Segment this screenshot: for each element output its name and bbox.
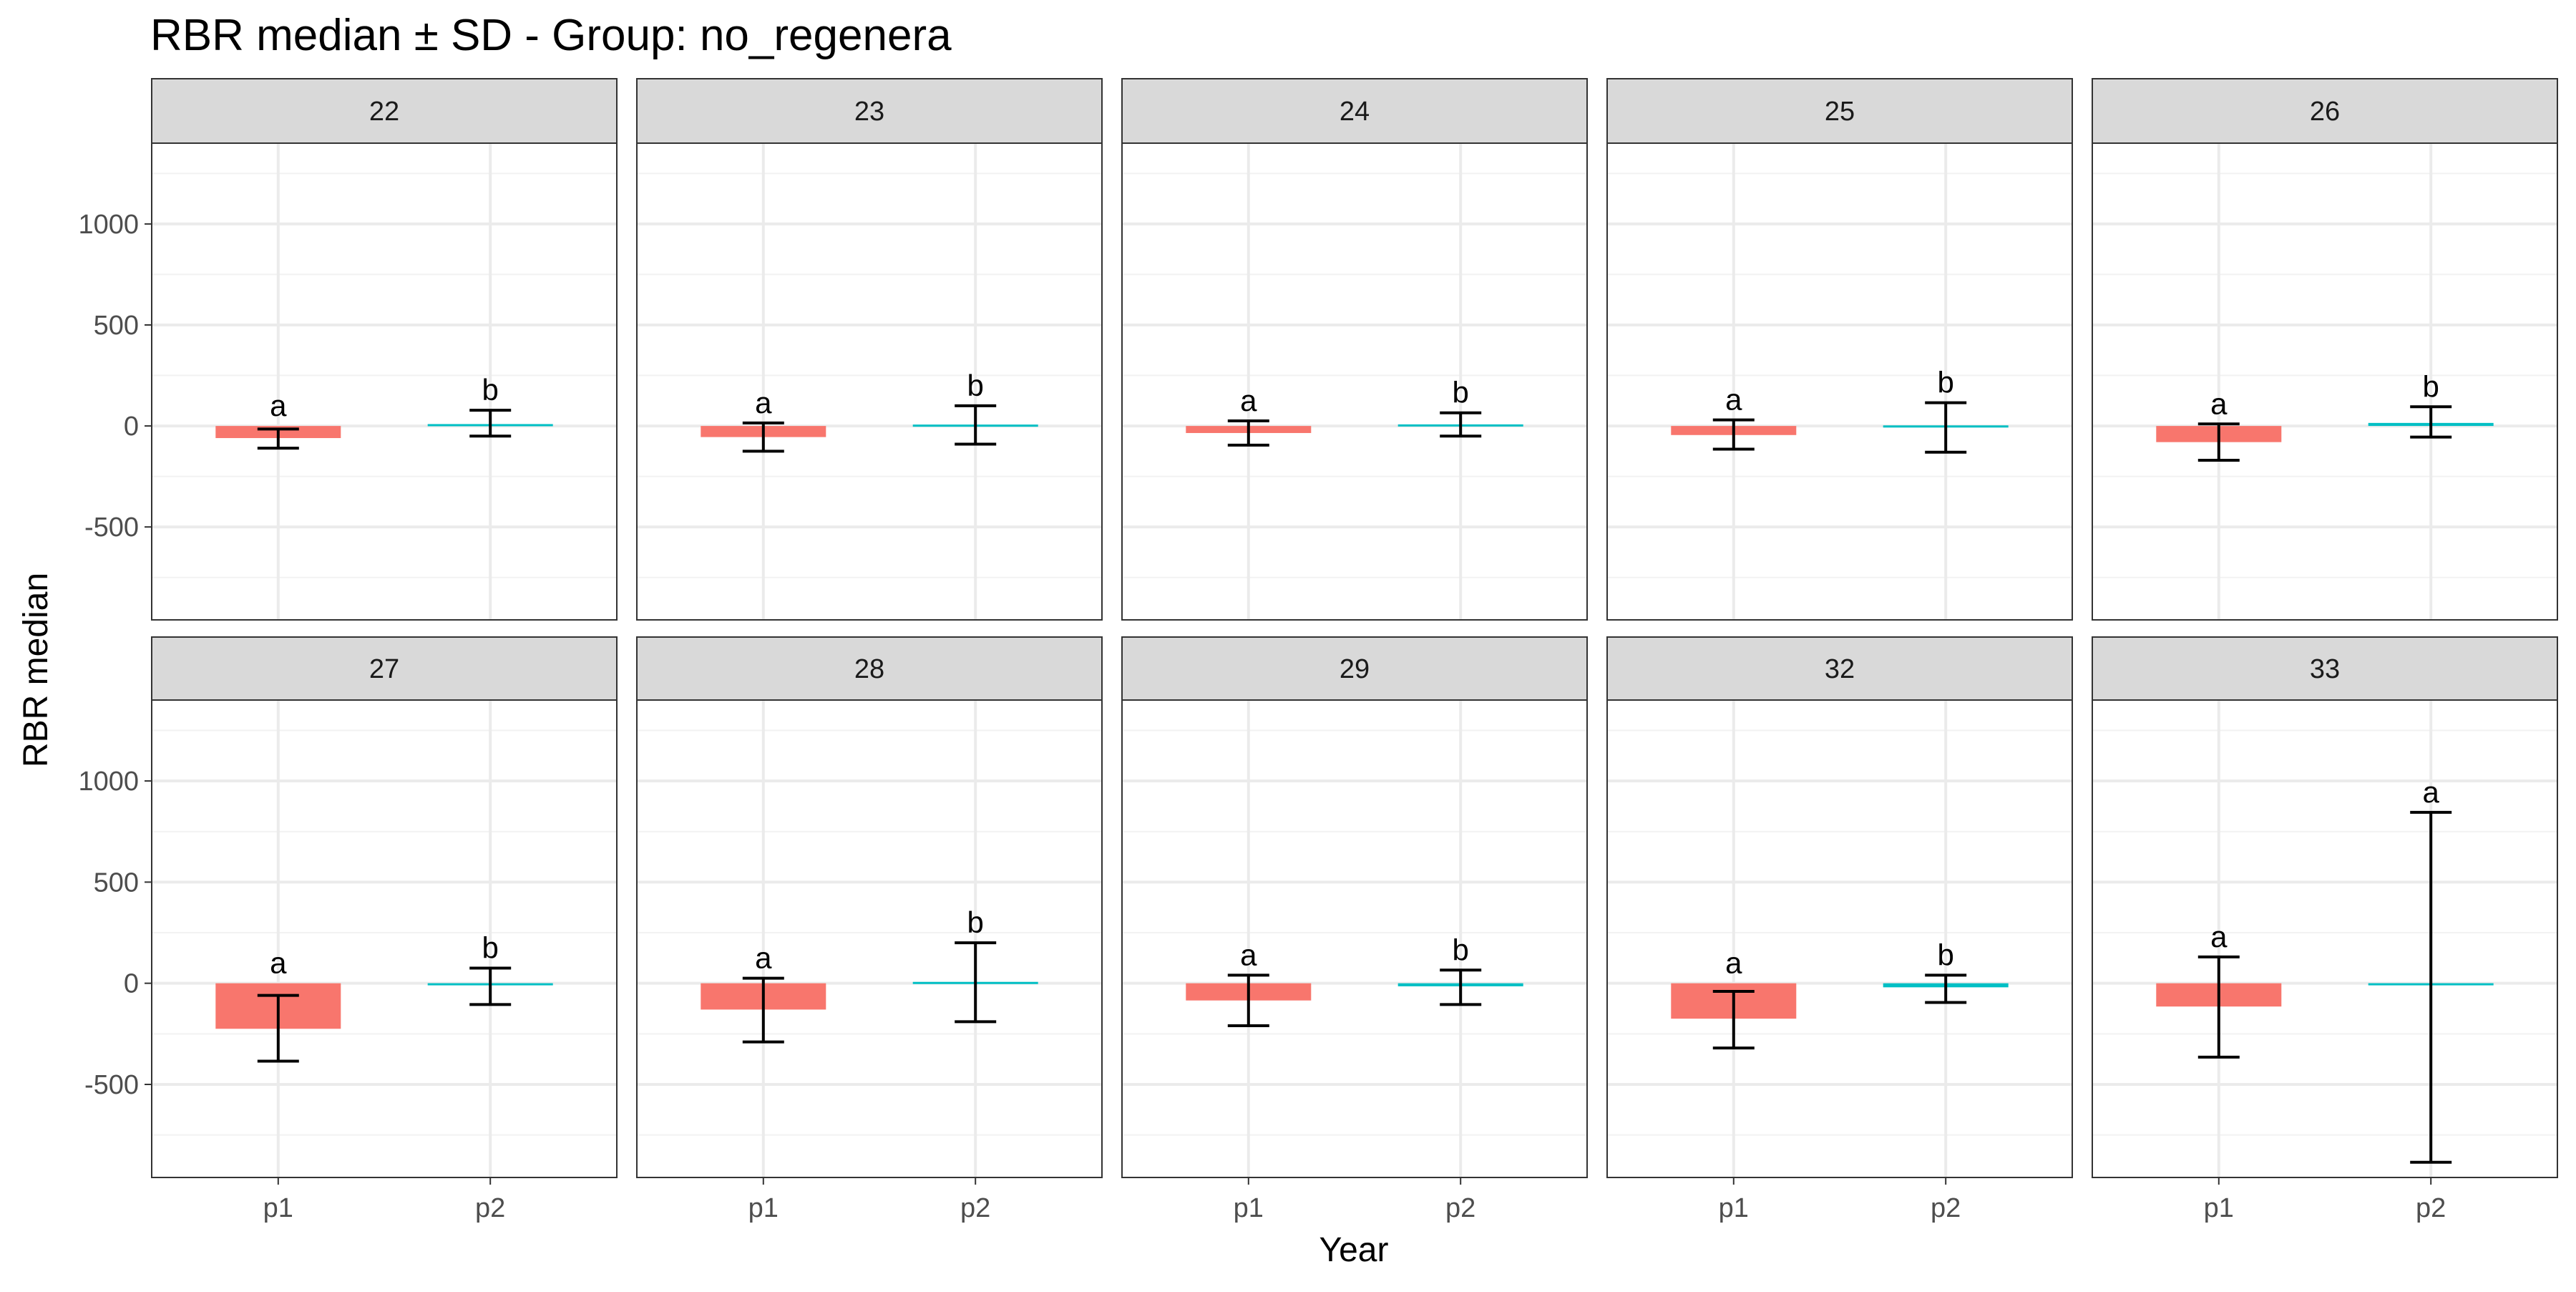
facet-strip-label: 28 xyxy=(854,654,884,684)
facet-panel-32: 32 a b p1 p2 xyxy=(1606,636,2073,1223)
significance-letter: b xyxy=(1453,933,1469,966)
facet-strip xyxy=(151,636,618,701)
facet-strip-label: 24 xyxy=(1340,97,1370,127)
facet-strip-label: 25 xyxy=(1825,97,1855,127)
panel-background xyxy=(152,700,617,1177)
y-tick-label: 500 xyxy=(94,311,139,341)
panel-background xyxy=(1122,143,1587,620)
significance-letter: b xyxy=(967,369,984,402)
panel-background xyxy=(637,700,1102,1177)
panel-background xyxy=(1607,700,2072,1177)
significance-letter: a xyxy=(755,386,772,419)
facet-strip xyxy=(2092,78,2558,144)
panel-background xyxy=(2092,700,2557,1177)
x-tick-label: p1 xyxy=(2204,1193,2234,1223)
facet-panel-28: 28 a b p1 p2 xyxy=(636,636,1103,1223)
facet-strip xyxy=(636,78,1103,144)
y-tick-label: 0 xyxy=(124,412,139,442)
panel-background xyxy=(1122,700,1587,1177)
facet-strip-label: 29 xyxy=(1340,654,1370,684)
x-tick-label: p2 xyxy=(1931,1193,1961,1223)
facet-strip xyxy=(2092,636,2558,701)
facet-strip-label: 23 xyxy=(854,97,884,127)
y-tick-label: 0 xyxy=(124,969,139,999)
chart-title: RBR median ± SD - Group: no_regenera xyxy=(150,11,952,60)
significance-letter: a xyxy=(2210,920,2228,953)
significance-letter: a xyxy=(1240,938,1257,971)
significance-letter: b xyxy=(1938,938,1954,971)
significance-letter: b xyxy=(1938,366,1954,399)
facet-strip-label: 33 xyxy=(2310,654,2340,684)
panel-border xyxy=(1606,142,2073,621)
panel-border xyxy=(636,699,1103,1178)
facet-panels: 22 a b -500 0 500 1000 23 a b 24 a b 25 a b 26 a b 27 a b -500… xyxy=(78,78,2558,1223)
facet-panel-22: 22 a b -500 0 500 1000 xyxy=(78,78,618,621)
facet-panel-26: 26 a b xyxy=(2092,78,2558,621)
panel-border xyxy=(151,699,618,1178)
facet-panel-24: 24 a b xyxy=(1121,78,1588,621)
x-tick-label: p1 xyxy=(263,1193,293,1223)
significance-letter: a xyxy=(270,946,287,980)
facet-panel-23: 23 a b xyxy=(636,78,1103,621)
significance-letter: a xyxy=(1725,946,1742,980)
panel-border xyxy=(1121,142,1588,621)
facet-strip xyxy=(1606,636,2073,701)
facet-strip-label: 32 xyxy=(1825,654,1855,684)
facet-panel-29: 29 a b p1 p2 xyxy=(1121,636,1588,1223)
significance-letter: b xyxy=(1453,376,1469,409)
panel-border xyxy=(151,142,618,621)
significance-letter: b xyxy=(482,373,499,407)
significance-letter: a xyxy=(1240,384,1257,417)
y-axis-title: RBR median xyxy=(17,573,55,767)
facet-strip-label: 27 xyxy=(369,654,399,684)
facet-panel-33: 33 a a p1 p2 xyxy=(2092,636,2558,1223)
facet-strip xyxy=(1121,636,1588,701)
significance-letter: a xyxy=(755,941,772,975)
panel-border xyxy=(2092,699,2558,1178)
facet-panel-25: 25 a b xyxy=(1606,78,2073,621)
significance-letter: a xyxy=(2423,775,2440,809)
x-axis-title: Year xyxy=(1319,1231,1389,1269)
y-tick-label: -500 xyxy=(84,513,139,543)
y-tick-label: 500 xyxy=(94,868,139,898)
y-tick-label: 1000 xyxy=(78,767,139,797)
x-tick-label: p2 xyxy=(960,1193,990,1223)
panel-background xyxy=(152,143,617,620)
panel-background xyxy=(1607,143,2072,620)
x-tick-label: p1 xyxy=(1719,1193,1749,1223)
panel-border xyxy=(1606,699,2073,1178)
facet-strip xyxy=(1606,78,2073,144)
significance-letter: a xyxy=(1725,383,1742,417)
x-tick-label: p2 xyxy=(2416,1193,2446,1223)
y-tick-label: -500 xyxy=(84,1070,139,1100)
facet-panel-27: 27 a b -500 0 500 1000 p1 p2 xyxy=(78,636,618,1223)
panel-background xyxy=(2092,143,2557,620)
significance-letter: a xyxy=(2210,387,2228,420)
facet-strip xyxy=(636,636,1103,701)
significance-letter: b xyxy=(2423,369,2439,403)
panel-border xyxy=(1121,699,1588,1178)
significance-letter: b xyxy=(482,931,499,964)
panel-border xyxy=(2092,142,2558,621)
x-tick-label: p2 xyxy=(1445,1193,1475,1223)
panel-background xyxy=(637,143,1102,620)
panel-border xyxy=(636,142,1103,621)
facet-strip xyxy=(151,78,618,144)
facet-strip-label: 22 xyxy=(369,97,399,127)
significance-letter: b xyxy=(967,905,984,939)
x-tick-label: p2 xyxy=(475,1193,505,1223)
significance-letter: a xyxy=(270,389,287,422)
x-tick-label: p1 xyxy=(748,1193,779,1223)
y-tick-label: 1000 xyxy=(78,210,139,240)
x-tick-label: p1 xyxy=(1234,1193,1264,1223)
facet-strip-label: 26 xyxy=(2310,97,2340,127)
facet-strip xyxy=(1121,78,1588,144)
